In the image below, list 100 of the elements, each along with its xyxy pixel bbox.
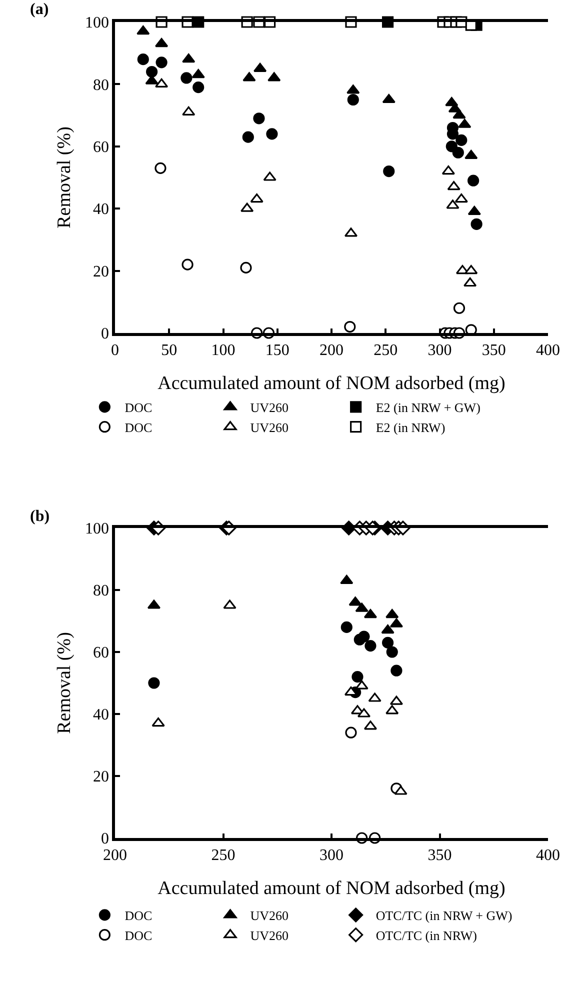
chart-title: (b) — [30, 508, 50, 525]
point — [452, 146, 464, 158]
point — [447, 181, 460, 190]
point — [192, 82, 204, 94]
point — [386, 646, 398, 658]
point — [452, 110, 466, 119]
point — [464, 265, 478, 274]
point — [464, 150, 478, 160]
legend-label: UV260 — [250, 928, 289, 943]
y-tick-label: 80 — [93, 76, 110, 94]
point — [137, 54, 149, 66]
point — [154, 162, 166, 174]
x-tick-label: 300 — [428, 342, 452, 359]
point — [382, 636, 394, 648]
point — [146, 66, 158, 78]
point — [250, 193, 264, 203]
point — [136, 26, 150, 35]
x-tick-label: 350 — [482, 342, 506, 359]
point — [390, 664, 402, 676]
legend-label: OTC/TC (in NRW + GW) — [376, 908, 512, 924]
point — [340, 574, 354, 584]
x-tick-label: 250 — [374, 342, 398, 359]
point — [383, 165, 395, 178]
point — [468, 174, 480, 186]
point — [344, 320, 356, 333]
point — [458, 118, 472, 128]
point — [182, 258, 194, 270]
point — [456, 134, 468, 146]
x-axis-title: Accumulated amount of NOM adsorbed (mg) — [158, 372, 506, 394]
y-tick-label: 20 — [93, 768, 110, 786]
point — [468, 206, 481, 216]
y-tick-label: 20 — [93, 263, 110, 280]
y-tick-label: 80 — [93, 582, 110, 600]
point — [358, 630, 370, 642]
point — [347, 94, 359, 106]
x-tick-label: 300 — [320, 846, 344, 864]
x-tick-label: 400 — [536, 846, 560, 864]
y-tick-label: 100 — [85, 14, 110, 32]
legend-label: DOC — [124, 400, 152, 416]
y-tick-label: 40 — [93, 201, 110, 218]
point — [242, 131, 254, 143]
point — [368, 692, 382, 702]
point — [355, 680, 368, 690]
legend-label: E2 (in NRW + GW) — [376, 400, 480, 416]
point — [268, 72, 281, 82]
y-tick-label: 60 — [93, 139, 110, 156]
legend-label: DOC — [124, 420, 152, 435]
legend-label: OTC/TC (in NRW) — [376, 928, 477, 943]
x-tick-label: 400 — [536, 342, 560, 359]
legend-label: UV260 — [250, 420, 289, 435]
point — [266, 128, 278, 140]
x-tick-label: 200 — [320, 342, 344, 359]
y-tick-label: 0 — [101, 830, 110, 848]
point — [340, 621, 352, 633]
legend-label: UV260 — [250, 400, 289, 416]
point — [223, 600, 236, 609]
x-tick-label: 100 — [211, 342, 236, 359]
legend-label: UV260 — [250, 908, 289, 924]
point — [253, 112, 265, 124]
point — [180, 72, 192, 84]
point — [154, 38, 168, 48]
point — [386, 609, 399, 618]
point — [152, 718, 165, 727]
y-axis-title: Removal (%) — [54, 126, 75, 228]
point — [364, 640, 376, 652]
point — [240, 262, 252, 274]
point — [182, 106, 196, 116]
point — [454, 193, 468, 203]
chart-title: (a) — [30, 1, 49, 18]
point — [382, 94, 396, 104]
y-tick-label: 60 — [93, 644, 110, 662]
point — [192, 69, 205, 78]
point — [446, 200, 460, 209]
point — [263, 172, 276, 181]
x-axis-title: Accumulated amount of NOM adsorbed (mg) — [158, 878, 506, 899]
legend-label: DOC — [124, 928, 152, 943]
y-tick-label: 0 — [101, 326, 110, 343]
point — [148, 677, 160, 689]
x-tick-label: 150 — [265, 342, 290, 359]
y-tick-label: 100 — [85, 520, 110, 538]
legend-label: E2 (in NRW) — [376, 420, 446, 435]
point — [145, 75, 158, 84]
legend-label: DOC — [124, 908, 152, 924]
y-tick-label: 40 — [93, 706, 110, 724]
x-tick-label: 50 — [161, 342, 178, 359]
point — [381, 624, 394, 634]
x-tick-label: 200 — [103, 846, 127, 864]
point — [394, 786, 408, 795]
point — [346, 84, 360, 94]
point — [156, 56, 168, 68]
point — [240, 202, 254, 212]
point — [463, 277, 477, 287]
point — [352, 671, 364, 683]
point — [355, 602, 368, 612]
x-tick-label: 350 — [428, 846, 452, 864]
point — [345, 726, 357, 738]
point — [470, 218, 482, 230]
point — [453, 302, 466, 314]
point — [386, 705, 399, 714]
point — [182, 54, 196, 63]
